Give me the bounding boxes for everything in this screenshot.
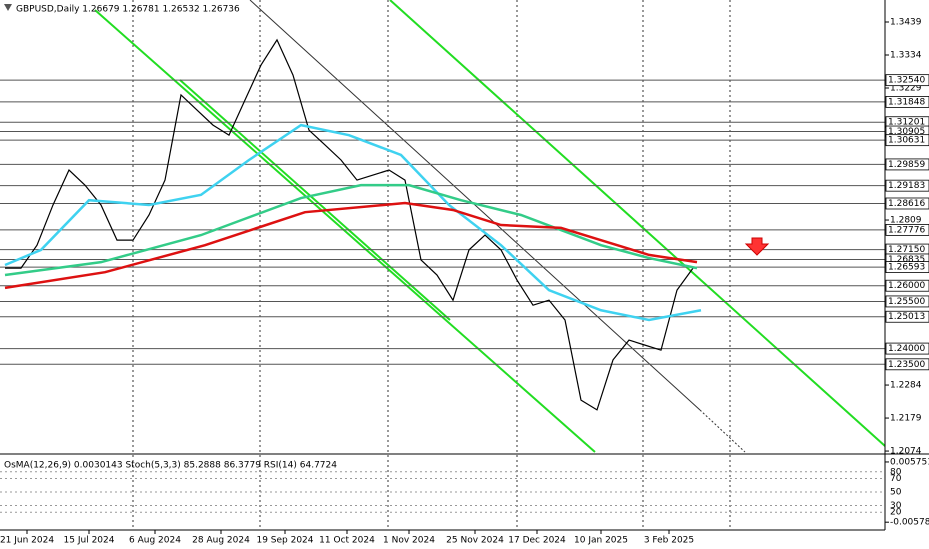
level-box bbox=[885, 96, 929, 108]
osc-tick-label: 30 bbox=[890, 501, 902, 511]
x-tick-label: 28 Aug 2024 bbox=[192, 536, 250, 546]
x-tick-label: 11 Oct 2024 bbox=[319, 536, 375, 546]
level-label: 1.28616 bbox=[888, 199, 925, 209]
level-box bbox=[885, 74, 929, 87]
level-box bbox=[885, 261, 929, 273]
level-box bbox=[885, 134, 929, 147]
level-label: 1.27776 bbox=[888, 225, 925, 235]
level-label: 1.25013 bbox=[888, 312, 925, 322]
sell-arrow bbox=[744, 237, 770, 256]
level-label: 1.26835 bbox=[888, 255, 925, 265]
y-tick-label: 1.3334 bbox=[890, 51, 922, 61]
x-tick-label: 25 Nov 2024 bbox=[446, 536, 504, 546]
level-label: 1.30905 bbox=[888, 127, 925, 137]
level-label: 1.31201 bbox=[888, 118, 925, 128]
price-line bbox=[4, 183, 698, 277]
trend-line bbox=[249, 0, 701, 411]
level-label: 1.27150 bbox=[888, 245, 925, 255]
level-label: 1.32540 bbox=[888, 76, 925, 86]
x-tick-label: 3 Feb 2025 bbox=[644, 536, 694, 546]
osc-tick-label: 20 bbox=[890, 508, 902, 518]
level-label: 1.26593 bbox=[888, 263, 925, 273]
x-tick-label: 6 Aug 2024 bbox=[129, 536, 181, 546]
y-tick-label: 1.3229 bbox=[890, 84, 922, 94]
level-label: 1.26000 bbox=[888, 281, 925, 291]
price-line bbox=[4, 123, 702, 322]
chart-title: GBPUSD,Daily 1.26679 1.26781 1.26532 1.2… bbox=[16, 5, 240, 15]
y-tick-label: 1.2284 bbox=[890, 381, 922, 391]
level-box bbox=[885, 158, 929, 171]
osma-tick-label: -0.005780 bbox=[890, 518, 929, 528]
level-label: 1.29859 bbox=[888, 160, 925, 170]
price-line bbox=[5, 38, 694, 411]
osc-tick-label: 70 bbox=[890, 474, 902, 484]
x-tick-label: 21 Jun 2024 bbox=[0, 536, 54, 546]
y-tick-label: 1.2809 bbox=[890, 216, 922, 226]
level-label: 1.24000 bbox=[888, 344, 925, 354]
indicator-label: OsMA(12,26,9) 0.0030143 Stoch(5,3,3) 85.… bbox=[4, 461, 337, 471]
level-box bbox=[885, 279, 929, 292]
level-box bbox=[885, 223, 929, 236]
level-box bbox=[885, 179, 929, 192]
osc-tick-label: 50 bbox=[890, 488, 902, 498]
level-label: 1.29183 bbox=[888, 181, 925, 191]
level-label: 1.31848 bbox=[888, 97, 925, 107]
level-label: 1.30631 bbox=[888, 136, 925, 146]
level-label: 1.25500 bbox=[888, 297, 925, 307]
level-box bbox=[885, 197, 929, 210]
level-label: 1.23500 bbox=[888, 360, 925, 370]
y-tick-label: 1.3439 bbox=[890, 18, 922, 28]
x-tick-label: 1 Nov 2024 bbox=[383, 536, 435, 546]
level-box bbox=[885, 295, 929, 308]
x-tick-label: 10 Jan 2025 bbox=[574, 536, 628, 546]
y-tick-label: 1.2074 bbox=[890, 447, 922, 457]
y-tick-label: 1.2179 bbox=[890, 414, 922, 424]
level-box bbox=[885, 358, 929, 371]
channel-lines bbox=[94, 0, 886, 453]
x-tick-label: 15 Jul 2024 bbox=[64, 536, 115, 546]
title-icon bbox=[4, 4, 12, 11]
x-tick-label: 17 Dec 2024 bbox=[508, 536, 566, 546]
osc-tick-label: 80 bbox=[890, 467, 902, 477]
x-tick-label: 19 Sep 2024 bbox=[256, 536, 313, 546]
price-line bbox=[4, 201, 698, 290]
osma-tick-label: 0.005751 bbox=[890, 457, 929, 467]
level-box bbox=[885, 310, 929, 323]
level-box bbox=[885, 342, 929, 355]
